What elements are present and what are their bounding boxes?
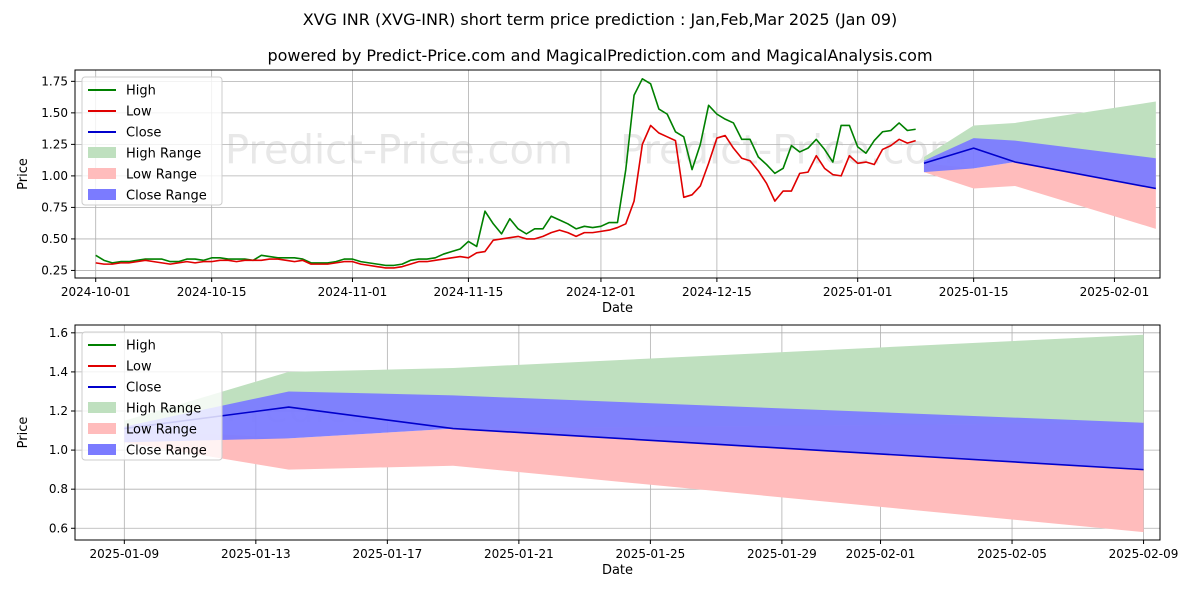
y-tick-label: 1.25: [41, 137, 68, 151]
y-axis-label: Price: [16, 158, 31, 190]
series-line-low: [95, 124, 916, 269]
x-tick-label: 2025-02-01: [846, 547, 916, 561]
y-tick-label: 0.75: [41, 200, 68, 214]
legend-label: Low: [126, 105, 152, 120]
legend-swatch-close-range: [88, 189, 116, 200]
x-tick-label: 2025-01-15: [939, 285, 1009, 299]
legend-label: High Range: [126, 147, 201, 162]
legend-label: Low: [126, 360, 152, 375]
watermark-text: Predict-Price.com: [225, 128, 573, 174]
y-tick-label: 0.50: [41, 232, 68, 246]
x-tick-label: 2025-01-01: [823, 285, 893, 299]
chart-title: XVG INR (XVG-INR) short term price predi…: [302, 10, 898, 29]
y-tick-label: 0.8: [49, 482, 68, 496]
x-tick-label: 2024-12-01: [566, 285, 636, 299]
x-tick-label: 2024-12-15: [682, 285, 752, 299]
x-axis-label: Date: [602, 301, 633, 316]
legend-label: Close Range: [126, 444, 207, 459]
y-axis-label: Price: [16, 417, 31, 449]
legend-swatch-low-range: [88, 423, 116, 434]
legend-label: High: [126, 339, 156, 354]
legend-swatch-close-range: [88, 444, 116, 455]
x-tick-label: 2024-11-01: [318, 285, 388, 299]
x-tick-label: 2024-10-01: [61, 285, 131, 299]
y-tick-label: 1.6: [49, 326, 68, 340]
x-tick-label: 2024-10-15: [177, 285, 247, 299]
y-tick-label: 0.6: [49, 521, 68, 535]
legend-label: Low Range: [126, 168, 197, 183]
x-tick-label: 2025-01-09: [89, 547, 159, 561]
x-tick-label: 2025-02-09: [1109, 547, 1179, 561]
y-tick-label: 1.4: [49, 365, 68, 379]
y-tick-label: 1.00: [41, 169, 68, 183]
chart-panel-2: Predict-Price.comPredict-Price.com2025-0…: [16, 324, 1179, 578]
plot-frame: [74, 324, 1161, 541]
chart-panel-1: Predict-Price.com Predict-Price.com 2024-1…: [16, 69, 1161, 316]
x-tick-label: 2025-01-29: [747, 547, 817, 561]
watermark-text: Predict-Price.com: [620, 128, 968, 174]
legend-label: Close: [126, 126, 161, 141]
y-tick-label: 1.0: [49, 443, 68, 457]
y-tick-label: 1.50: [41, 106, 68, 120]
x-tick-label: 2024-11-15: [434, 285, 504, 299]
x-tick-label: 2025-01-25: [616, 547, 686, 561]
x-tick-label: 2025-01-21: [484, 547, 554, 561]
legend-swatch-high-range: [88, 147, 116, 158]
x-axis-label: Date: [602, 563, 633, 578]
x-tick-label: 2025-01-13: [221, 547, 291, 561]
plot-frame: [74, 69, 1161, 279]
legend-label: High: [126, 84, 156, 99]
legend-swatch-high-range: [88, 402, 116, 413]
range-band-close-range: [124, 391, 1144, 470]
legend-label: Low Range: [126, 423, 197, 438]
legend: High Low Close High Range Low Range Close Ran…: [81, 331, 223, 461]
x-tick-label: 2025-02-01: [1080, 285, 1150, 299]
y-tick-label: 0.25: [41, 263, 68, 277]
legend-label: Close Range: [126, 189, 207, 204]
y-tick-label: 1.75: [41, 74, 68, 88]
legend-swatch-low-range: [88, 168, 116, 179]
series-line-high: [95, 78, 916, 267]
legend-box: [81, 76, 223, 206]
chart-subtitle: powered by Predict-Price.com and Magical…: [267, 46, 933, 65]
legend-label: High Range: [126, 402, 201, 417]
series-line-close: [923, 147, 1157, 190]
legend-label: Close: [126, 381, 161, 396]
y-tick-label: 1.2: [49, 404, 68, 418]
legend-box: [81, 331, 223, 461]
legend: High Low Close High Range Low Range Close Ran…: [81, 76, 223, 206]
x-tick-label: 2025-01-17: [352, 547, 422, 561]
x-tick-label: 2025-02-05: [977, 547, 1047, 561]
